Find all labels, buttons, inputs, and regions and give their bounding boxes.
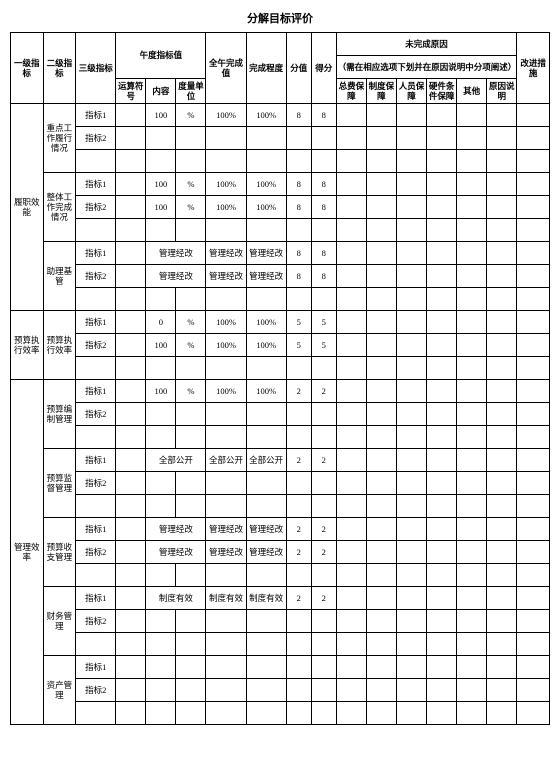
hdr-incomplete: 未完成原因 xyxy=(336,33,517,56)
lvl2-c5: 资产管理 xyxy=(43,656,76,725)
page-title: 分解目标评价 xyxy=(10,10,550,26)
hdr-r-yj: 硬件条件保障 xyxy=(427,79,457,104)
lvl1-c: 管理效率 xyxy=(11,380,44,725)
hdr-r-qt: 其他 xyxy=(457,79,487,104)
hdr-lvl2: 二级指标 xyxy=(43,33,76,104)
lvl2-a2: 整体工作完成情况 xyxy=(43,173,76,242)
lvl1-a: 履职效能 xyxy=(11,104,44,311)
hdr-r-zy: 总费保障 xyxy=(336,79,366,104)
lvl2-a1: 重点工作履行情况 xyxy=(43,104,76,173)
hdr-deg: 完成程度 xyxy=(246,33,286,104)
hdr-r-ry: 人员保障 xyxy=(396,79,426,104)
hdr-r-sm: 原因说明 xyxy=(487,79,517,104)
hdr-content: 内容 xyxy=(146,79,176,104)
evaluation-table: 一级指标 二级指标 三级指标 午度指标值 全午完成值 完成程度 分值 得分 未完… xyxy=(10,32,550,725)
hdr-got: 得分 xyxy=(311,33,336,104)
lvl2-c2: 预算监督管理 xyxy=(43,449,76,518)
lvl2-b1: 预算执行效率 xyxy=(43,311,76,380)
lvl2-a3: 助理基管 xyxy=(43,242,76,311)
hdr-yzno: 运算符号 xyxy=(116,79,146,104)
hdr-r-zd: 制度保障 xyxy=(366,79,396,104)
hdr-lvl3: 三级指标 xyxy=(76,33,116,104)
idx: 指标1 xyxy=(76,104,116,127)
hdr-unit: 度量单位 xyxy=(176,79,206,104)
hdr-year: 全午完成值 xyxy=(206,33,246,104)
hdr-lvl1: 一级指标 xyxy=(11,33,44,104)
lvl2-c3: 预算收支管理 xyxy=(43,518,76,587)
lvl2-c1: 预算编制管理 xyxy=(43,380,76,449)
hdr-score: 分值 xyxy=(286,33,311,104)
lvl1-b: 预算执行效率 xyxy=(11,311,44,380)
hdr-yz: 午度指标值 xyxy=(116,33,206,79)
hdr-incomplete-note: （需在相应选项下划并在原因说明中分项阐述） xyxy=(336,56,517,79)
lvl2-c4: 财务管理 xyxy=(43,587,76,656)
hdr-improve: 改进措施 xyxy=(517,33,550,104)
